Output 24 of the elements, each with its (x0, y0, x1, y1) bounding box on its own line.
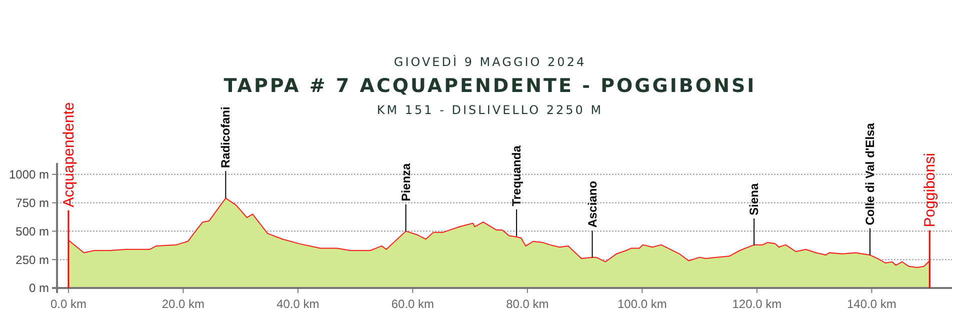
annotation: Radicofani (218, 106, 233, 168)
annotation: Colle di Val d'Elsa (862, 122, 877, 226)
y-tick-label: 750 m (16, 196, 49, 210)
y-tick-label: 500 m (16, 224, 49, 238)
x-tick-label: 120.0 km (732, 297, 782, 311)
annotation: Siena (747, 183, 762, 216)
x-tick-label: 140.0 km (847, 297, 896, 311)
text: GIOVEDÌ 9 MAGGIO 2024 (394, 54, 586, 69)
chart-subtitle: KM 151 - DISLIVELLO 2250 M (376, 103, 604, 117)
annotation: Asciano (585, 180, 600, 228)
chart-title: TAPPA # 7 ACQUAPENDENTE - POGGIBONSI (224, 75, 756, 97)
x-tick-label: 20.0 km (162, 297, 205, 311)
y-tick-label: 0 m (28, 281, 49, 296)
annotation: Acquapendente (60, 102, 78, 208)
x-tick-label: 0.0 km (50, 297, 86, 311)
annotation: Poggibonsi (922, 153, 939, 228)
x-tick-label: 40.0 km (276, 297, 320, 311)
annotation: Trequanda (510, 145, 524, 206)
annotation: Pienza (398, 162, 413, 202)
x-tick-label: 60.0 km (391, 297, 434, 311)
y-tick-label: 1000 m (8, 168, 49, 182)
x-tick-label: 80.0 km (506, 297, 549, 311)
x-tick-label: 100.0 km (618, 297, 667, 311)
y-tick-label: 250 m (16, 252, 49, 267)
